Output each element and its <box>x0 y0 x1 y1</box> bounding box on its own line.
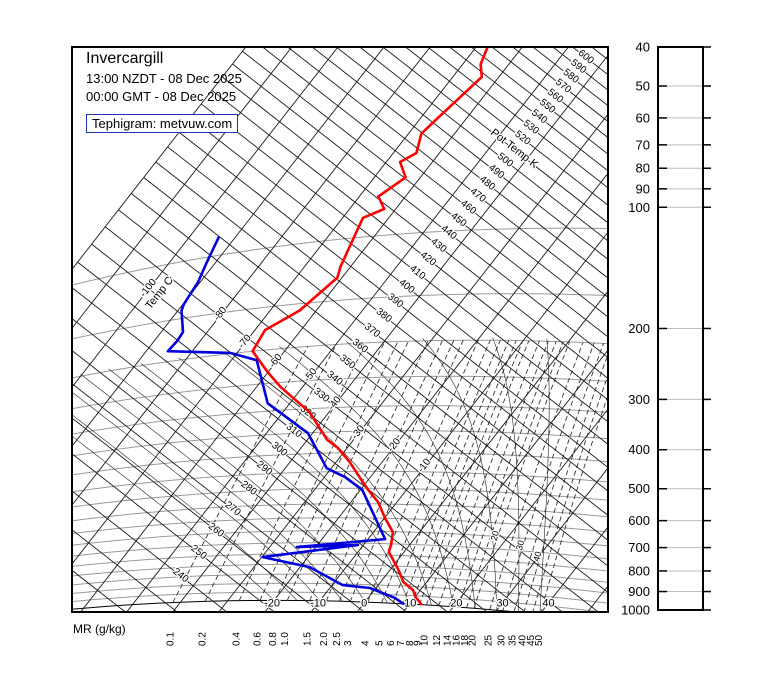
svg-text:-20: -20 <box>264 598 280 610</box>
svg-text:4: 4 <box>361 640 372 646</box>
svg-text:18: 18 <box>460 634 471 646</box>
svg-text:100: 100 <box>628 200 650 215</box>
svg-text:10: 10 <box>420 634 431 646</box>
svg-text:290: 290 <box>254 459 274 478</box>
svg-text:360: 360 <box>350 337 370 356</box>
svg-text:12: 12 <box>432 634 443 646</box>
svg-text:350: 350 <box>337 353 357 372</box>
svg-text:240: 240 <box>171 566 191 585</box>
svg-text:25: 25 <box>483 634 494 646</box>
svg-text:400: 400 <box>396 277 416 296</box>
svg-text:16: 16 <box>452 634 463 646</box>
dewpoint-trace <box>166 236 405 605</box>
pressure-bar <box>657 46 704 611</box>
mr-axis-labels: MR (g/kg)0.1 0.2 0.4 0.6 0.8 1.0 1.5 2.0 2.5 3 4 5 6… <box>73 622 545 646</box>
svg-text:430: 430 <box>428 236 448 255</box>
svg-text:20: 20 <box>450 598 462 610</box>
svg-text:700: 700 <box>628 540 650 555</box>
svg-text:-10: -10 <box>310 598 326 610</box>
plot-frame <box>71 46 609 613</box>
title-block: Invercargill 13:00 NZDT - 08 Dec 2025 00… <box>86 50 242 133</box>
svg-text:30: 30 <box>496 598 508 610</box>
svg-text:35: 35 <box>508 634 519 646</box>
utc-time: 00:00 GMT - 08 Dec 2025 <box>86 89 237 104</box>
svg-text:400: 400 <box>628 442 650 457</box>
svg-text:2.0: 2.0 <box>319 632 330 646</box>
svg-text:0.6: 0.6 <box>253 632 264 646</box>
svg-text:30: 30 <box>514 539 526 551</box>
svg-text:0.2: 0.2 <box>198 632 209 646</box>
svg-text:440: 440 <box>439 223 459 242</box>
svg-text:0: 0 <box>361 598 367 610</box>
svg-text:0.8: 0.8 <box>268 632 279 646</box>
svg-text:30: 30 <box>496 634 507 646</box>
svg-text:20: 20 <box>489 530 501 542</box>
moist-adiabat-lines <box>73 337 550 611</box>
svg-text:40: 40 <box>636 40 650 55</box>
svg-text:270: 270 <box>223 500 243 519</box>
svg-text:1000: 1000 <box>621 602 650 617</box>
pressure-scale: 40 50 60 70 80 90 100 200 300 400 500 600 700 800 900 1… <box>621 40 711 617</box>
svg-text:10: 10 <box>404 598 416 610</box>
svg-text:300: 300 <box>269 440 289 459</box>
svg-text:9: 9 <box>413 640 424 646</box>
svg-text:1.5: 1.5 <box>303 632 314 646</box>
svg-text:390: 390 <box>385 291 405 310</box>
svg-text:3: 3 <box>343 640 354 646</box>
svg-text:0.1: 0.1 <box>165 632 176 646</box>
svg-text:280: 280 <box>239 479 259 498</box>
watermark-link[interactable]: Tephigram: metvuw.com <box>86 114 239 133</box>
svg-text:90: 90 <box>636 181 650 196</box>
svg-text:260: 260 <box>206 521 226 540</box>
svg-text:60: 60 <box>636 110 650 125</box>
svg-text:300: 300 <box>628 392 650 407</box>
svg-text:20: 20 <box>467 634 478 646</box>
svg-text:5: 5 <box>375 640 386 646</box>
svg-text:2.5: 2.5 <box>332 632 343 646</box>
svg-text:7: 7 <box>396 640 407 646</box>
mr-axis-title: MR (g/kg) <box>73 622 126 636</box>
svg-text:40: 40 <box>542 598 554 610</box>
svg-text:800: 800 <box>628 563 650 578</box>
svg-text:40: 40 <box>517 634 528 646</box>
svg-text:1.0: 1.0 <box>280 632 291 646</box>
svg-text:8: 8 <box>405 640 416 646</box>
svg-text:80: 80 <box>636 161 650 176</box>
svg-text:14: 14 <box>442 634 453 646</box>
svg-text:6: 6 <box>386 640 397 646</box>
temperature-trace <box>251 48 489 606</box>
svg-text:45: 45 <box>526 634 537 646</box>
svg-text:50: 50 <box>534 634 545 646</box>
svg-text:380: 380 <box>374 306 394 325</box>
sounding-traces <box>166 48 489 606</box>
svg-text:70: 70 <box>636 137 650 152</box>
svg-text:500: 500 <box>628 481 650 496</box>
local-time: 13:00 NZDT - 08 Dec 2025 <box>86 71 242 86</box>
svg-text:40: 40 <box>531 550 543 562</box>
svg-text:410: 410 <box>407 263 427 282</box>
svg-text:370: 370 <box>362 321 382 340</box>
svg-text:200: 200 <box>628 321 650 336</box>
svg-text:600: 600 <box>628 513 650 528</box>
svg-text:340: 340 <box>325 369 345 388</box>
svg-text:420: 420 <box>418 250 438 269</box>
station-title: Invercargill <box>86 50 164 67</box>
svg-text:900: 900 <box>628 584 650 599</box>
svg-text:50: 50 <box>636 79 650 94</box>
svg-text:0.4: 0.4 <box>232 632 243 646</box>
